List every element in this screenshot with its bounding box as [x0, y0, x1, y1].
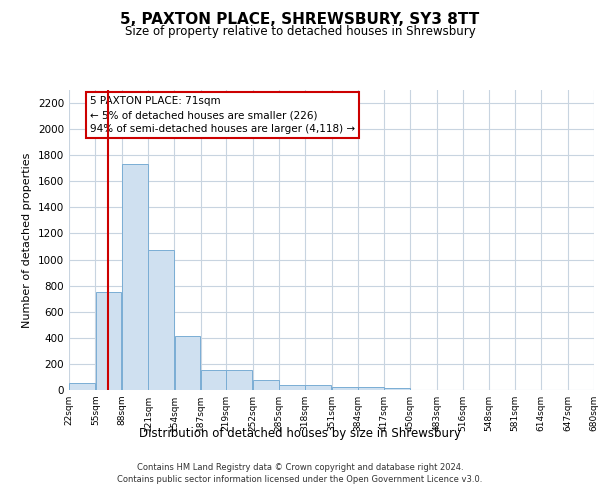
Text: Contains HM Land Registry data © Crown copyright and database right 2024.: Contains HM Land Registry data © Crown c… [137, 462, 463, 471]
Bar [148, 250, 174, 390]
Bar [95, 292, 121, 390]
Bar [385, 388, 410, 390]
Bar [122, 164, 148, 390]
Text: 5 PAXTON PLACE: 71sqm
← 5% of detached houses are smaller (226)
94% of semi-deta: 5 PAXTON PLACE: 71sqm ← 5% of detached h… [90, 96, 355, 134]
Text: Contains public sector information licensed under the Open Government Licence v3: Contains public sector information licen… [118, 475, 482, 484]
Text: Distribution of detached houses by size in Shrewsbury: Distribution of detached houses by size … [139, 428, 461, 440]
Bar [253, 380, 278, 390]
Text: Size of property relative to detached houses in Shrewsbury: Size of property relative to detached ho… [125, 25, 475, 38]
Bar [305, 386, 331, 390]
Bar [226, 370, 253, 390]
Y-axis label: Number of detached properties: Number of detached properties [22, 152, 32, 328]
Bar [175, 336, 200, 390]
Bar [69, 384, 95, 390]
Bar [358, 386, 384, 390]
Bar [201, 370, 226, 390]
Bar [279, 385, 305, 390]
Bar [332, 386, 358, 390]
Text: 5, PAXTON PLACE, SHREWSBURY, SY3 8TT: 5, PAXTON PLACE, SHREWSBURY, SY3 8TT [121, 12, 479, 28]
